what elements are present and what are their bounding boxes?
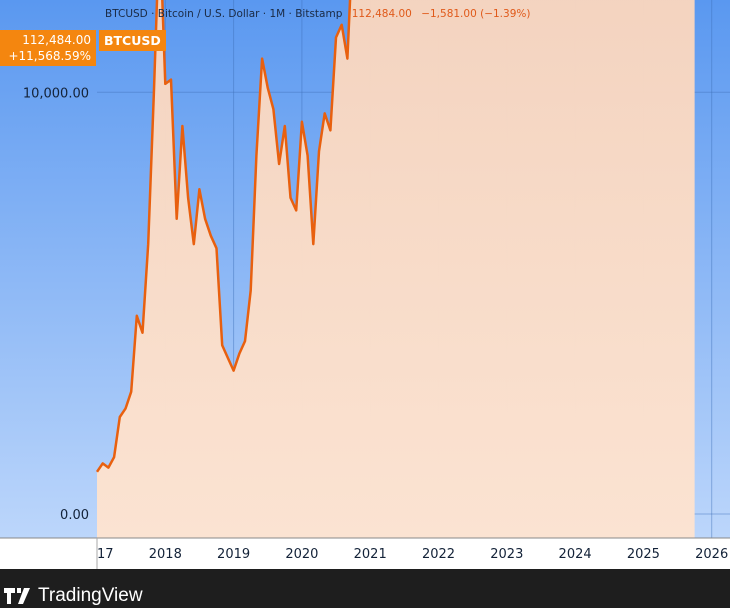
x-tick-label: 17	[97, 547, 114, 562]
x-tick-label: 2018	[149, 547, 182, 562]
x-tick-label: 2022	[422, 547, 455, 562]
x-axis-background	[0, 538, 730, 569]
legend-title: BTCUSD · Bitcoin / U.S. Dollar · 1M · Bi…	[105, 8, 343, 20]
chart-legend: BTCUSD · Bitcoin / U.S. Dollar · 1M · Bi…	[105, 8, 530, 20]
percent-change: +11,568.59%	[8, 49, 91, 63]
y-tick-label: 10,000.00	[23, 86, 89, 101]
y-tick-label: 0.00	[60, 508, 89, 523]
tradingview-logo[interactable]: TradingView	[4, 585, 143, 607]
x-tick-label: 2020	[285, 547, 318, 562]
legend-last: 112,484.00	[351, 8, 412, 20]
x-tick-label: 2019	[217, 547, 250, 562]
symbol-tag: BTCUSD	[99, 30, 166, 51]
price-area	[97, 0, 695, 538]
footer: TradingView	[0, 569, 730, 608]
price-chart[interactable]: 0.0010,000.0020,000.0030,000.0040,000.00…	[0, 0, 730, 569]
legend-change: −1,581.00 (−1.39%)	[421, 8, 531, 20]
brand-name: TradingView	[38, 585, 143, 606]
x-tick-label: 2024	[559, 547, 592, 562]
x-tick-label: 2025	[627, 547, 660, 562]
x-tick-label: 2021	[354, 547, 387, 562]
x-tick-label: 2023	[490, 547, 523, 562]
last-price-label: 112,484.00 +11,568.59%	[0, 30, 96, 66]
x-tick-label: 2026	[695, 547, 728, 562]
price-line	[95, 0, 352, 473]
tradingview-icon	[4, 588, 30, 604]
last-price: 112,484.00	[22, 33, 91, 47]
